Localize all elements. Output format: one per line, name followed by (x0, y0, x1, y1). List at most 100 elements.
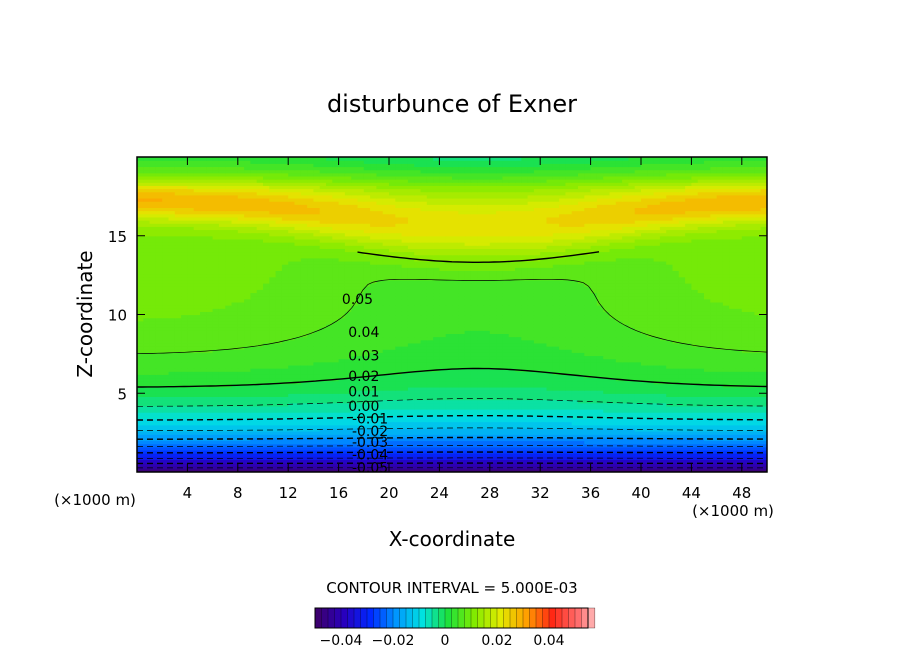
contour-fill-cell (697, 399, 705, 404)
contour-fill-cell (269, 314, 277, 319)
contour-fill-cell (143, 412, 151, 416)
contour-fill-cell (225, 327, 233, 331)
contour-fill-cell (659, 390, 667, 394)
contour-fill-cell (477, 440, 485, 445)
contour-fill-cell (659, 412, 667, 416)
contour-fill-cell (326, 440, 333, 445)
contour-fill-cell (653, 349, 661, 353)
contour-fill-cell (307, 368, 314, 372)
contour-fill-cell (212, 346, 220, 350)
contour-fill-cell (489, 314, 497, 319)
contour-fill-cell (212, 431, 220, 435)
contour-fill-cell (363, 355, 371, 360)
contour-fill-cell (533, 399, 541, 404)
contour-fill-cell (162, 358, 170, 363)
contour-fill-cell (281, 386, 289, 391)
contour-fill-cell (647, 402, 655, 407)
contour-fill-cell (281, 330, 289, 334)
contour-fill-cell (489, 405, 497, 410)
contour-fill-cell (590, 390, 598, 394)
contour-fill-cell (225, 386, 233, 391)
contour-fill-cell (250, 336, 258, 341)
contour-fill-cell (634, 327, 642, 331)
contour-fill-cell (389, 421, 396, 426)
contour-fill-cell (685, 346, 692, 350)
contour-fill-cell (326, 346, 333, 350)
contour-fill-cell (502, 418, 510, 423)
contour-fill-cell (244, 386, 251, 391)
contour-fill-cell (206, 399, 214, 404)
contour-fill-cell (470, 421, 478, 426)
contour-fill-cell (697, 462, 705, 467)
contour-fill-cell (691, 368, 699, 372)
contour-fill-cell (691, 317, 699, 322)
contour-fill-cell (697, 468, 705, 472)
contour-fill-cell (452, 320, 459, 325)
contour-fill-cell (552, 440, 560, 445)
contour-fill-cell (149, 383, 157, 388)
contour-fill-cell (754, 402, 762, 407)
contour-fill-cell (508, 405, 516, 410)
contour-fill-cell (250, 437, 258, 442)
contour-fill-cell (313, 371, 321, 375)
contour-fill-cell (218, 421, 226, 426)
contour-fill-cell (193, 320, 201, 325)
contour-fill-cell (521, 346, 529, 350)
contour-fill-cell (263, 386, 270, 391)
contour-fill-cell (143, 383, 151, 388)
contour-fill-cell (596, 462, 604, 467)
contour-fill-cell (332, 333, 340, 338)
contour-fill-cell (489, 390, 497, 394)
contour-fill-cell (546, 402, 554, 407)
contour-fill-cell (193, 355, 201, 360)
contour-fill-cell (420, 440, 428, 445)
contour-fill-cell (439, 415, 447, 420)
contour-fill-cell (735, 427, 743, 432)
contour-fill-cell (741, 330, 749, 334)
contour-fill-cell (458, 377, 466, 382)
contour-fill-cell (609, 421, 617, 426)
contour-fill-cell (483, 434, 491, 438)
contour-fill-cell (515, 390, 522, 394)
contour-fill-cell (288, 333, 296, 338)
contour-fill-cell (458, 380, 466, 385)
contour-fill-cell (578, 317, 585, 322)
contour-fill-cell (571, 358, 579, 363)
contour-fill-cell (710, 352, 718, 357)
contour-fill-cell (508, 333, 516, 338)
contour-fill-cell (722, 346, 730, 350)
contour-fill-cell (326, 396, 333, 401)
contour-fill-cell (162, 383, 170, 388)
contour-fill-cell (571, 459, 579, 464)
contour-fill-cell (540, 456, 548, 460)
contour-fill-cell (641, 346, 648, 350)
contour-fill-cell (653, 358, 661, 363)
contour-fill-cell (685, 323, 692, 328)
contour-fill-cell (395, 424, 403, 429)
contour-fill-cell (710, 374, 718, 379)
contour-fill-cell (395, 349, 403, 353)
contour-fill-cell (653, 368, 661, 372)
contour-fill-cell (704, 412, 711, 416)
contour-fill-cell (685, 383, 692, 388)
contour-fill-cell (275, 421, 283, 426)
contour-fill-cell (735, 443, 743, 448)
contour-fill-cell (319, 440, 327, 445)
contour-fill-cell (351, 320, 359, 325)
contour-fill-cell (470, 374, 478, 379)
contour-fill-cell (609, 380, 617, 385)
contour-fill-cell (212, 412, 220, 416)
contour-fill-cell (521, 431, 529, 435)
contour-fill-cell (155, 364, 163, 369)
contour-fill-cell (540, 355, 548, 360)
contour-fill-cell (691, 358, 699, 363)
contour-fill-cell (634, 364, 642, 369)
contour-fill-cell (212, 424, 220, 429)
contour-fill-cell (332, 437, 340, 442)
contour-fill-cell (433, 443, 440, 448)
contour-fill-cell (641, 352, 648, 357)
contour-fill-cell (552, 327, 560, 331)
contour-fill-cell (300, 386, 308, 391)
contour-fill-cell (244, 399, 251, 404)
contour-fill-cell (237, 390, 245, 394)
